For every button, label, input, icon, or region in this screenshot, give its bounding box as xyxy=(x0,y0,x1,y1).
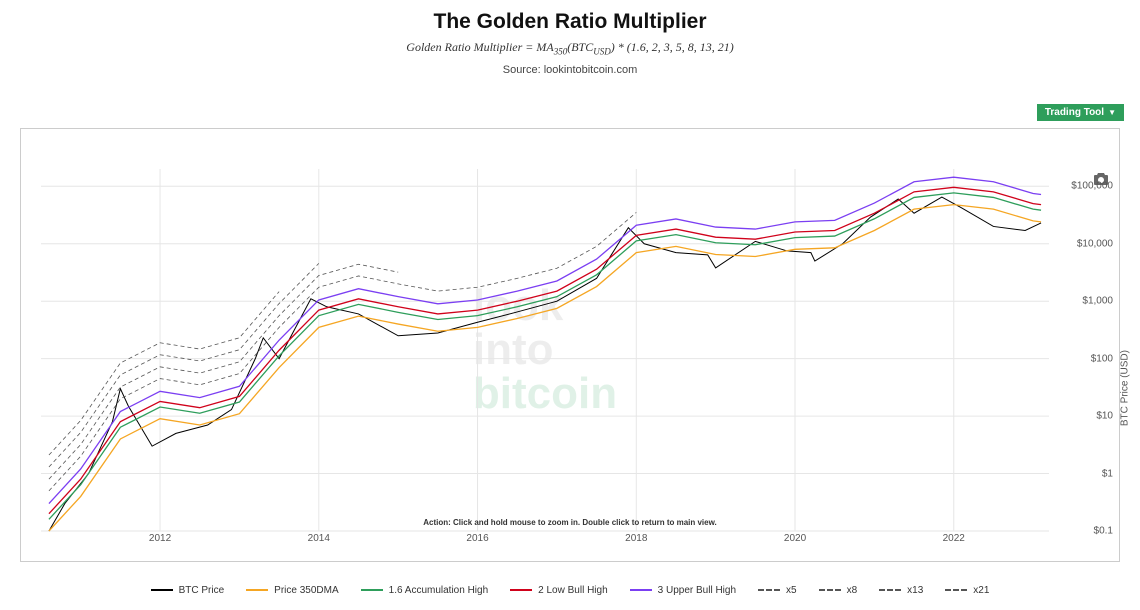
chart-container[interactable]: look into bitcoin BTC Price (USD) $0.1$1… xyxy=(20,128,1120,562)
x-axis: 2012 2014 2016 2018 2020 2022 xyxy=(41,533,1049,551)
y-tick-label: $10,000 xyxy=(1077,238,1113,249)
trading-tool-button[interactable]: Trading Tool ▼ xyxy=(1037,104,1124,121)
legend-swatch xyxy=(151,589,173,591)
legend-item[interactable]: x21 xyxy=(945,585,989,596)
x-tick-label: 2022 xyxy=(943,533,965,544)
legend-swatch xyxy=(361,589,383,591)
legend-label: 1.6 Accumulation High xyxy=(389,585,489,596)
y-tick-label: $0.1 xyxy=(1094,526,1113,537)
action-hint: Action: Click and hold mouse to zoom in.… xyxy=(423,518,717,527)
legend-item[interactable]: x5 xyxy=(758,585,797,596)
x-tick-label: 2012 xyxy=(149,533,171,544)
legend-label: x13 xyxy=(907,585,923,596)
y-tick-label: $100,000 xyxy=(1071,181,1113,192)
legend-label: x5 xyxy=(786,585,797,596)
legend-item[interactable]: BTC Price xyxy=(151,585,225,596)
subtitle-suffix: ) * (1.6, 2, 3, 5, 8, 13, 21) xyxy=(611,40,734,54)
y-tick-label: $1,000 xyxy=(1082,296,1113,307)
trading-tool-label: Trading Tool xyxy=(1045,107,1104,118)
chart-toolbar: Trading Tool ▼ xyxy=(1037,104,1124,121)
x-tick-label: 2020 xyxy=(784,533,806,544)
legend-swatch xyxy=(819,589,841,591)
legend-label: x21 xyxy=(973,585,989,596)
legend-swatch xyxy=(510,589,532,591)
legend-item[interactable]: x8 xyxy=(819,585,858,596)
legend-label: Price 350DMA xyxy=(274,585,338,596)
chart-header: The Golden Ratio Multiplier Golden Ratio… xyxy=(0,0,1140,80)
legend-label: BTC Price xyxy=(179,585,225,596)
legend-item[interactable]: x13 xyxy=(879,585,923,596)
chart-svg xyxy=(41,169,1049,531)
chart-subtitle: Golden Ratio Multiplier = MA350(BTCUSD) … xyxy=(0,40,1140,56)
legend-swatch xyxy=(246,589,268,591)
subtitle-sub1: 350 xyxy=(554,46,568,56)
chart-legend: BTC Price Price 350DMA 1.6 Accumulation Hi… xyxy=(20,576,1120,604)
y-tick-label: $1 xyxy=(1102,468,1113,479)
y-tick-label: $10 xyxy=(1096,411,1113,422)
chart-title: The Golden Ratio Multiplier xyxy=(0,10,1140,34)
legend-swatch xyxy=(945,589,967,591)
y-tick-label: $100 xyxy=(1091,353,1113,364)
x-tick-label: 2014 xyxy=(308,533,330,544)
subtitle-sub2: USD xyxy=(593,46,611,56)
legend-item[interactable]: 2 Low Bull High xyxy=(510,585,607,596)
legend-swatch xyxy=(630,589,652,591)
legend-swatch xyxy=(879,589,901,591)
legend-label: x8 xyxy=(847,585,858,596)
chevron-down-icon: ▼ xyxy=(1108,108,1116,117)
legend-label: 3 Upper Bull High xyxy=(658,585,736,596)
subtitle-mid: (BTC xyxy=(567,40,593,54)
y-axis-label: BTC Price (USD) xyxy=(1120,350,1131,426)
chart-source: Source: lookintobitcoin.com xyxy=(0,64,1140,76)
legend-swatch xyxy=(758,589,780,591)
y-axis: BTC Price (USD) $0.1$1$10$100$1,000$10,0… xyxy=(1055,169,1119,531)
subtitle-prefix: Golden Ratio Multiplier = MA xyxy=(406,40,553,54)
legend-label: 2 Low Bull High xyxy=(538,585,607,596)
plot-area[interactable]: look into bitcoin xyxy=(41,169,1049,531)
legend-item[interactable]: Price 350DMA xyxy=(246,585,338,596)
x-tick-label: 2018 xyxy=(625,533,647,544)
x-tick-label: 2016 xyxy=(466,533,488,544)
legend-item[interactable]: 3 Upper Bull High xyxy=(630,585,736,596)
legend-item[interactable]: 1.6 Accumulation High xyxy=(361,585,489,596)
